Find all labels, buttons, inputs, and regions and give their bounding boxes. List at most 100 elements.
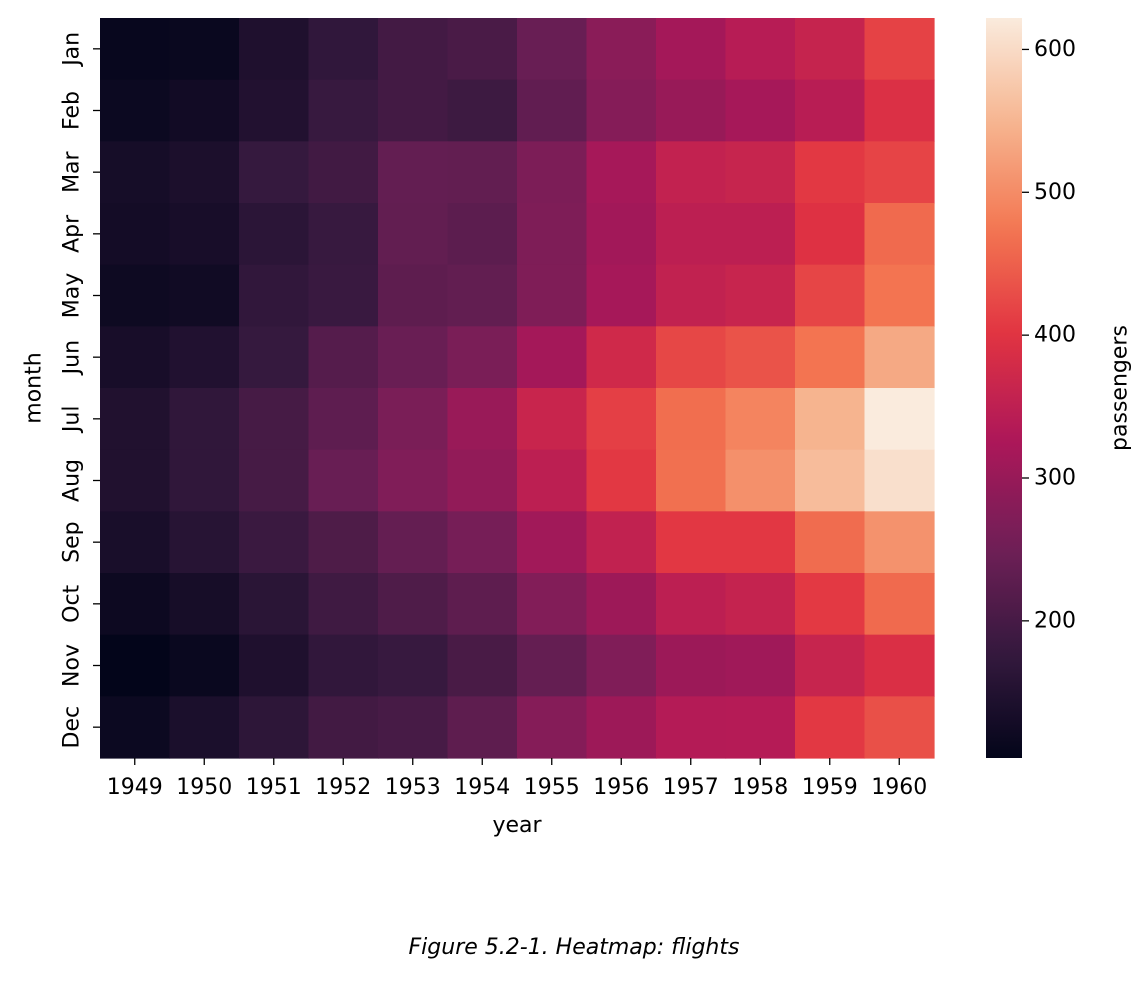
heatmap-cell [447,388,518,451]
heatmap-cell [795,264,866,327]
heatmap-cell [795,696,866,759]
heatmap-cell [169,18,240,81]
heatmap-cell [795,326,866,389]
heatmap-cell [656,449,727,512]
x-tick-label: 1958 [732,775,788,800]
heatmap-cell [795,634,866,697]
x-tick-label: 1957 [663,775,719,800]
heatmap-cell [864,696,935,759]
heatmap-cell [378,326,449,389]
colorbar-tick-label: 400 [1034,323,1076,348]
heatmap-cell [795,573,866,636]
heatmap-cell [447,573,518,636]
heatmap-cell [239,511,310,574]
y-tick-label: Aug [60,459,85,502]
heatmap-cell [378,388,449,451]
heatmap-cell [586,79,657,142]
heatmap-cell [656,634,727,697]
heatmap-cell [447,449,518,512]
heatmap-cell [725,18,796,81]
heatmap-cell [586,18,657,81]
heatmap-cell [447,326,518,389]
heatmap-cell [725,79,796,142]
heatmap-cell [447,696,518,759]
colorbar [986,18,1022,758]
heatmap-cell [169,264,240,327]
heatmap-cell [239,18,310,81]
heatmap-cell [308,634,379,697]
heatmap-cell [100,388,171,451]
heatmap-cell [517,79,588,142]
heatmap-cell [100,18,171,81]
heatmap-cell [795,203,866,266]
heatmap-cell [239,388,310,451]
heatmap-cell [100,573,171,636]
colorbar-tick-label: 200 [1034,608,1076,633]
heatmap-cell [864,264,935,327]
y-tick-label: Sep [60,521,85,562]
heatmap-cell [378,449,449,512]
y-tick-label: Nov [60,644,85,687]
heatmap-cell [725,634,796,697]
heatmap-cell [100,326,171,389]
heatmap-cell [169,573,240,636]
heatmap-cell [100,696,171,759]
x-tick-label: 1953 [385,775,441,800]
heatmap-cell [725,696,796,759]
heatmap-cell [517,449,588,512]
heatmap-cell [378,203,449,266]
heatmap-cell [517,696,588,759]
colorbar-label: passengers [1108,325,1133,451]
heatmap-cell [239,79,310,142]
x-tick-label: 1949 [107,775,163,800]
y-tick-label: May [60,273,85,318]
heatmap-cell [378,18,449,81]
heatmap-cell [795,511,866,574]
heatmap-cell [517,18,588,81]
heatmap-cell [239,573,310,636]
heatmap-cell [864,634,935,697]
heatmap-cell [308,264,379,327]
heatmap-cell [169,203,240,266]
heatmap-cell [656,511,727,574]
heatmap-cell [795,79,866,142]
heatmap-cell [239,264,310,327]
heatmap-cell [586,511,657,574]
heatmap-cell [239,696,310,759]
heatmap-cell [864,79,935,142]
heatmap-cell [725,141,796,204]
heatmap-cell [864,203,935,266]
heatmap-cell [586,203,657,266]
heatmap-cell [864,141,935,204]
heatmap-cell [447,79,518,142]
heatmap-cell [378,511,449,574]
heatmap-cell [586,326,657,389]
heatmap-cell [100,264,171,327]
heatmap-cell [725,264,796,327]
heatmap-cell [308,141,379,204]
heatmap-cell [656,203,727,266]
heatmap-cell [656,326,727,389]
x-tick-label: 1954 [454,775,510,800]
heatmap-cell [308,79,379,142]
heatmap-cell [378,264,449,327]
heatmap-cell [447,264,518,327]
heatmap-cell [795,141,866,204]
x-axis-label: year [492,813,542,838]
heatmap-cell [447,511,518,574]
y-tick-label: Jan [60,32,85,68]
heatmap-cell [517,326,588,389]
colorbar-tick-label: 500 [1034,180,1076,205]
heatmap-cell [656,573,727,636]
heatmap-cell [169,79,240,142]
heatmap-cell [725,511,796,574]
heatmap-cell [864,573,935,636]
heatmap-cell [308,573,379,636]
heatmap-cell [517,634,588,697]
heatmap-cell [169,696,240,759]
heatmap-cell [725,388,796,451]
heatmap-cell [378,634,449,697]
heatmap-cell [656,264,727,327]
colorbar-tick-label: 300 [1034,466,1076,491]
